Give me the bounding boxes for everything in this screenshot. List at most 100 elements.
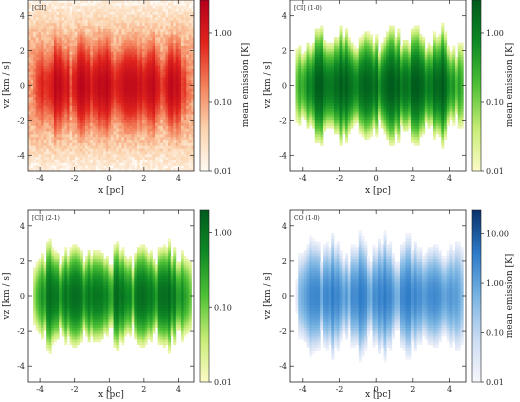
heatmap-cell <box>188 136 192 141</box>
heatmap-cell <box>38 57 42 61</box>
heatmap-cell <box>173 39 177 44</box>
heatmap-cell <box>320 34 324 38</box>
heatmap-cell <box>69 151 73 155</box>
heatmap-cell <box>320 28 324 32</box>
heatmap-cell <box>173 142 177 146</box>
heatmap-cell <box>391 79 395 84</box>
heatmap-cell <box>378 91 382 95</box>
heatmap-cell <box>118 8 122 12</box>
heatmap-cell <box>126 156 130 160</box>
heatmap-cell <box>155 28 159 32</box>
heatmap-cell <box>183 31 187 35</box>
heatmap-cell <box>306 74 310 78</box>
heatmap-cell <box>79 119 83 123</box>
heatmap-cell <box>325 68 329 72</box>
heatmap-cell <box>48 51 52 55</box>
heatmap-cell <box>157 25 161 29</box>
heatmap-cell <box>121 85 125 89</box>
heatmap-cell <box>33 131 37 135</box>
heatmap-cell <box>149 39 153 44</box>
heatmap-cell <box>306 125 310 129</box>
heatmap-cell <box>95 122 99 126</box>
heatmap-cell <box>33 5 37 9</box>
heatmap-cell <box>160 145 164 149</box>
heatmap-cell <box>157 91 161 95</box>
heatmap-cell <box>136 82 140 86</box>
heatmap-cell <box>168 74 172 78</box>
heatmap-cell <box>181 102 185 106</box>
heatmap-cell <box>40 8 44 12</box>
heatmap-cell <box>134 17 138 21</box>
heatmap-cell <box>170 65 174 69</box>
heatmap-cell <box>100 91 104 95</box>
heatmap-cell <box>160 153 164 158</box>
heatmap-cell <box>375 59 379 64</box>
heatmap-cell <box>43 151 47 155</box>
colorbar-tick-label: 1.00 <box>214 29 232 38</box>
heatmap-cell <box>168 145 172 149</box>
heatmap-cell <box>64 34 68 38</box>
heatmap-cell <box>173 28 177 32</box>
heatmap-cell <box>186 0 190 4</box>
heatmap-cell <box>105 5 109 9</box>
heatmap-cell <box>367 128 371 132</box>
heatmap-cell <box>336 39 340 44</box>
heatmap-cell <box>389 116 393 121</box>
heatmap-cell <box>186 148 190 152</box>
heatmap-cell <box>77 74 81 78</box>
heatmap-cell <box>64 88 68 92</box>
heatmap-cell <box>28 91 31 95</box>
heatmap-cell <box>380 62 384 66</box>
heatmap-cell <box>345 62 349 66</box>
heatmap-cell <box>123 65 127 69</box>
heatmap-cell <box>100 57 104 61</box>
heatmap-cell <box>74 45 78 49</box>
heatmap-cell <box>95 59 99 64</box>
heatmap-cell <box>85 131 89 135</box>
heatmap-cell <box>144 119 148 123</box>
heatmap-cell <box>186 99 190 103</box>
heatmap-cell <box>178 85 182 89</box>
heatmap-cell <box>178 42 182 46</box>
heatmap-cell <box>383 54 387 58</box>
heatmap-cell <box>82 34 86 38</box>
heatmap-cell <box>123 37 127 41</box>
heatmap-cell <box>61 125 65 129</box>
heatmap-cell <box>129 165 133 169</box>
heatmap-cell <box>188 168 192 172</box>
heatmap-cell <box>46 82 50 86</box>
heatmap-cell <box>40 71 44 75</box>
heatmap-cell <box>339 39 343 44</box>
heatmap-cell <box>61 42 65 46</box>
heatmap-cell <box>48 94 52 98</box>
heatmap-cell <box>105 79 109 84</box>
heatmap-cell <box>48 88 52 92</box>
heatmap-cell <box>43 11 47 15</box>
heatmap-cell <box>314 45 318 49</box>
heatmap-cell <box>183 156 187 160</box>
heatmap-cell <box>173 14 177 18</box>
heatmap-cell <box>61 51 65 55</box>
heatmap-cell <box>28 136 31 141</box>
heatmap-cell <box>105 165 109 169</box>
heatmap-cell <box>336 68 340 72</box>
heatmap-cell <box>152 105 156 109</box>
heatmap-cell <box>353 85 357 89</box>
heatmap-cell <box>33 85 37 89</box>
heatmap-cell <box>131 65 135 69</box>
heatmap-cell <box>306 102 310 106</box>
heatmap-cell <box>170 139 174 143</box>
heatmap-cell <box>170 57 174 61</box>
heatmap-cell <box>306 94 310 98</box>
heatmap-cell <box>394 116 398 121</box>
heatmap-cell <box>144 17 148 21</box>
heatmap-cell <box>53 42 57 46</box>
heatmap-cell <box>134 136 138 141</box>
heatmap-cell <box>56 102 60 106</box>
heatmap-cell <box>317 111 321 115</box>
heatmap-cell <box>113 62 117 66</box>
heatmap-cell <box>175 11 179 15</box>
heatmap-cell <box>113 54 117 58</box>
heatmap-cell <box>79 133 83 138</box>
heatmap-cell <box>46 57 50 61</box>
